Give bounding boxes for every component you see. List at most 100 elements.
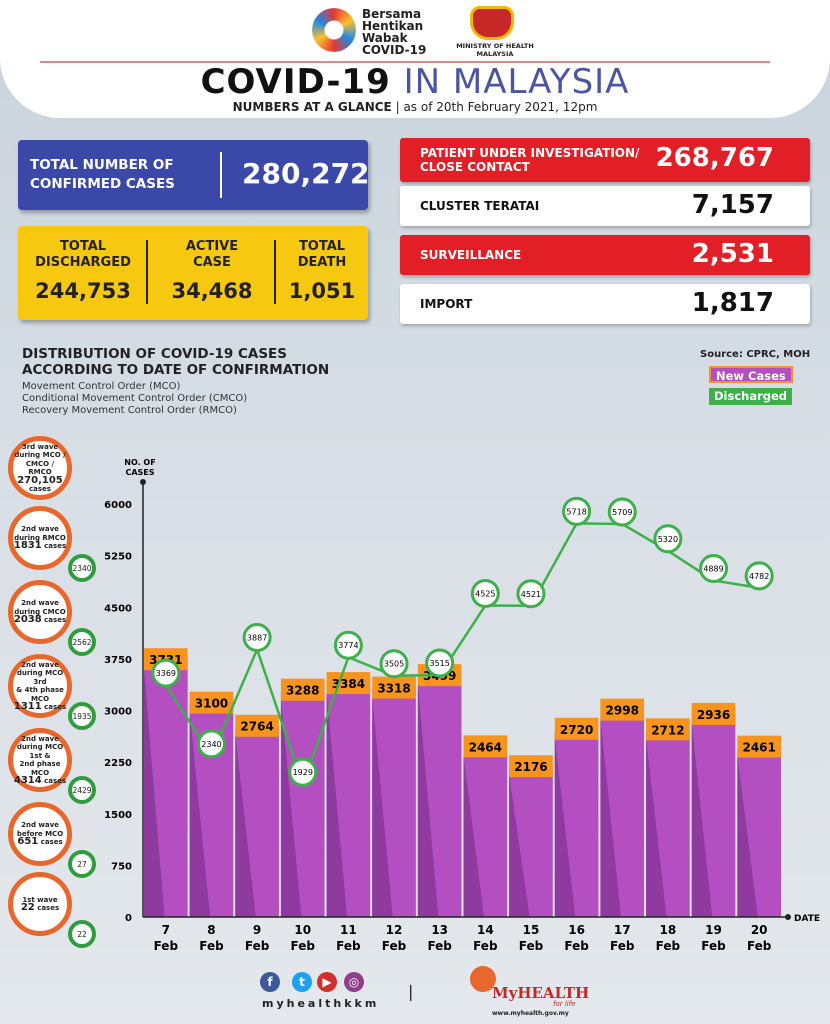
wave-label: 2nd wave [21, 734, 59, 743]
death-stat: TOTAL DEATH 1,051 [278, 239, 366, 303]
wave-cases-unit: cases [37, 904, 60, 912]
bar-value-label: 2998 [606, 704, 639, 718]
wave-cases: 270,105 [17, 474, 63, 486]
x-tick-month: Feb [336, 939, 361, 953]
wave-label: CMCO / RMCO [25, 459, 55, 477]
x-tick-month: Feb [701, 939, 726, 953]
bar-shade [235, 734, 256, 917]
wave-bubble: 3rd wave during MCO / CMCO / RMCO 270,105 c… [8, 436, 72, 500]
discharged-value-label: 4521 [521, 590, 541, 599]
discharged-value-label: 4782 [749, 572, 769, 581]
x-tick-month: Feb [610, 939, 635, 953]
facebook-icon[interactable]: f [260, 972, 280, 992]
header-banner [0, 0, 830, 118]
confirmed-label-2: CONFIRMED CASES [30, 176, 175, 192]
distribution-title-1: DISTRIBUTION OF COVID-19 CASES [22, 346, 287, 362]
wave-cases-unit: cases [44, 616, 67, 625]
discharged-point [562, 496, 592, 526]
active-label-1: ACTIVE [185, 239, 239, 254]
bar-shade [600, 718, 621, 917]
discharged-label-1: TOTAL [59, 239, 107, 254]
x-tick-month: Feb [747, 939, 772, 953]
bar-shade [737, 755, 758, 917]
discharged-point [653, 524, 683, 554]
subtitle-date: | as of 20th February 2021, 12pm [395, 100, 598, 114]
y-tick-label: 2250 [104, 758, 132, 769]
discharged-value-label: 4889 [703, 564, 723, 573]
discharged-stat: TOTAL DISCHARGED 244,753 [24, 239, 142, 303]
wave-cases-unit: cases [29, 485, 51, 493]
x-tick-day: 16 [568, 923, 585, 937]
bar-shade [646, 738, 667, 917]
death-label-1: TOTAL [298, 239, 346, 254]
x-tick-month: Feb [427, 939, 452, 953]
x-axis-cap [785, 914, 791, 920]
discharged-point [744, 561, 774, 591]
myhealth-tagline: for life [553, 1000, 576, 1008]
discharged-value-label: 4525 [475, 590, 495, 599]
youtube-icon[interactable]: ▶ [317, 972, 337, 992]
divider [40, 61, 770, 63]
wave-cases-unit: cases [44, 777, 67, 785]
x-tick-day: 15 [523, 923, 540, 937]
instagram-icon[interactable]: ◎ [344, 972, 364, 992]
cases-chart: 0 750 1500 2250 3000 3750 4500 5250 6000 NO. OFCA… [104, 458, 820, 953]
pui-value: 268,767 [655, 143, 774, 173]
wave-cases: 4314 [13, 775, 42, 786]
x-tick-month: Feb [382, 939, 407, 953]
bar-shade [691, 722, 713, 917]
wave-label: 2nd wave [21, 599, 59, 608]
wave-cases: 22 [20, 902, 35, 913]
active-stat: ACTIVE CASE 34,468 [150, 239, 274, 303]
bar-value-label: 3318 [377, 682, 410, 696]
ministry-country: MALAYSIA [476, 50, 514, 58]
discharged-point [607, 497, 637, 527]
y-tick-label: 3000 [104, 707, 132, 718]
wave-cases: 2038 [13, 614, 42, 626]
wave-discharged-badge: 2562 [68, 628, 96, 656]
mco-note: Movement Control Order (MCO) [22, 381, 181, 392]
wave-label: 2nd wave [21, 821, 59, 830]
bar-value-label: 2764 [240, 720, 273, 734]
subtitle-bold: NUMBERS AT A GLANCE [232, 100, 392, 114]
wave-discharged-badge: 1935 [68, 702, 96, 730]
wave-cases-unit: cases [44, 542, 67, 551]
y-tick-label: 3750 [104, 655, 132, 666]
wave-cases: 1311 [13, 701, 42, 712]
discharged-value-label: 3515 [429, 659, 449, 668]
pui-label-2: CLOSE CONTACT [420, 160, 530, 174]
x-tick-day: 13 [431, 923, 448, 937]
x-tick-day: 19 [705, 923, 722, 937]
bar-value-label: 2464 [469, 740, 502, 754]
bar-value-label: 2461 [742, 741, 775, 755]
bar-shade [280, 698, 302, 917]
wave-bubble: 2nd wave during CMCO 2038 cases [8, 580, 72, 644]
confirmed-label-1: TOTAL NUMBER OF [30, 157, 174, 173]
x-tick-month: Feb [245, 939, 270, 953]
wave-bubble: 2nd wave during RMCO 1831 cases [8, 506, 72, 570]
discharged-point [699, 553, 729, 583]
discharged-point [516, 579, 546, 609]
x-tick-day: 7 [162, 923, 170, 937]
bar-label-box [691, 702, 736, 725]
bar-label-box [235, 714, 279, 737]
twitter-icon[interactable]: t [292, 972, 312, 992]
discharged-value-label: 3887 [247, 633, 267, 642]
y-tick-label: 750 [111, 861, 132, 872]
discharged-label-2: DISCHARGED [35, 255, 131, 270]
x-tick-day: 12 [386, 923, 403, 937]
wave-label: during MCO / [14, 451, 66, 459]
pui-label-1: PATIENT UNDER INVESTIGATION/ [420, 146, 640, 160]
active-value: 34,468 [171, 279, 253, 303]
ministry-label: MINISTRY OF HEALTH MALAYSIA [445, 42, 545, 58]
wave-label: during MCO 3rd [16, 669, 64, 686]
bar-shade [509, 775, 530, 917]
wave-label: before MCO [16, 829, 64, 838]
wave-label: during CMCO [14, 607, 66, 616]
bar-shade [144, 668, 165, 917]
bar-shade [463, 755, 485, 917]
discharged-value-label: 5718 [566, 507, 586, 516]
social-handle: myhealthkkm [262, 997, 380, 1010]
outcome-card: TOTAL DISCHARGED 244,753 ACTIVE CASE 34,468 … [18, 226, 368, 320]
surveillance-label: SURVEILLANCE [420, 248, 522, 262]
